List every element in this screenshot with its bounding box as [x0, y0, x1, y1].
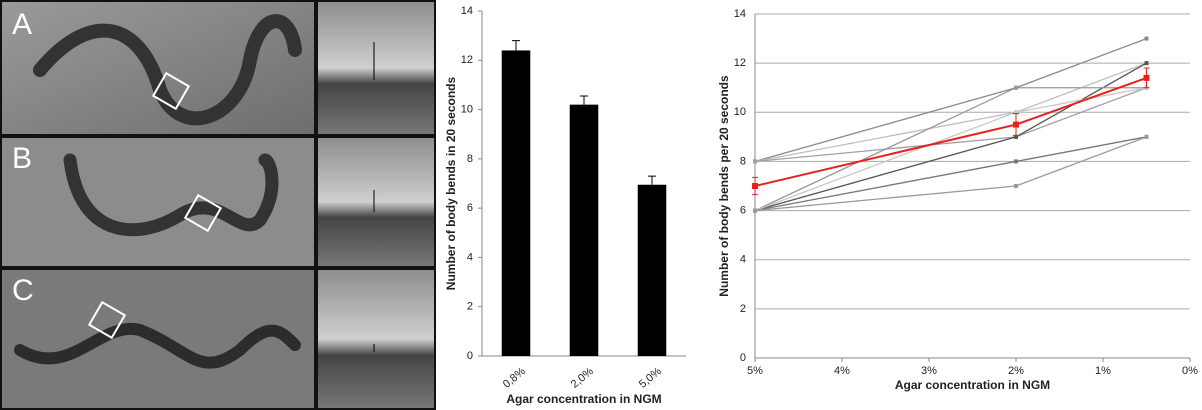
y-tick-label: 10	[734, 106, 746, 118]
zoom-c	[318, 270, 434, 408]
y-tick-label: 12	[461, 54, 473, 66]
x-tick-label: 5%	[747, 365, 763, 377]
microscopy-panels: A B C	[0, 0, 436, 410]
x-tick-label: 4%	[834, 365, 850, 377]
point	[1144, 134, 1149, 139]
point	[1014, 159, 1018, 164]
series-line	[754, 76, 1147, 187]
y-tick-label: 6	[467, 202, 473, 214]
point	[1014, 85, 1018, 90]
y-tick-label: 4	[467, 251, 473, 263]
x-tick-label: 0,8%	[501, 365, 528, 390]
zoom-b	[318, 138, 434, 266]
y-tick-label: 0	[740, 352, 746, 364]
point	[1143, 74, 1150, 81]
point	[753, 208, 757, 213]
roi-box	[151, 71, 191, 111]
y-tick-label: 8	[740, 155, 746, 167]
error-bar	[580, 95, 588, 105]
y-tick-label: 0	[467, 350, 473, 362]
y-tick-label: 2	[740, 303, 746, 315]
bar	[501, 50, 531, 357]
y-tick-label: 6	[740, 204, 746, 216]
worm	[63, 153, 279, 237]
x-tick-label: 2%	[1008, 365, 1024, 377]
point	[1013, 121, 1019, 128]
y-tick-label: 14	[734, 8, 746, 20]
error-bar	[512, 40, 520, 51]
point	[752, 183, 758, 189]
y-tick-label: 10	[461, 103, 473, 115]
y-tick-label: 14	[461, 5, 473, 17]
point	[1014, 134, 1018, 139]
x-tick-label: 2,0%	[569, 365, 596, 390]
panel-label: A	[12, 8, 32, 41]
bar	[637, 184, 667, 356]
error-bar	[648, 175, 656, 185]
y-axis-label: Number of body bends in 20 seconds	[444, 76, 458, 290]
series-line	[754, 136, 1147, 212]
point	[753, 159, 757, 164]
y-axis-label: Number of body bends per 20 seconds	[717, 75, 731, 297]
x-axis-label: Agar concentration in NGM	[506, 392, 661, 406]
zoom-a	[318, 2, 434, 134]
point	[1014, 184, 1018, 188]
point	[1014, 110, 1018, 115]
y-tick-label: 12	[734, 57, 746, 69]
x-axis-label: Agar concentration in NGM	[895, 378, 1050, 392]
point	[1144, 61, 1149, 66]
roi-box	[87, 300, 127, 340]
y-tick-label: 2	[467, 301, 473, 313]
roi-box	[183, 193, 223, 233]
y-tick-label: 4	[740, 254, 746, 266]
worm	[14, 322, 301, 369]
panel-label: B	[12, 142, 32, 175]
x-tick-label: 3%	[921, 365, 937, 377]
point	[1144, 36, 1149, 41]
x-tick-label: 5,0%	[637, 365, 664, 390]
bar	[569, 104, 599, 357]
panel-label: C	[12, 274, 34, 307]
y-tick-label: 8	[467, 153, 473, 165]
x-tick-label: 0%	[1182, 365, 1198, 377]
x-tick-label: 1%	[1095, 365, 1111, 377]
worm	[33, 14, 302, 126]
